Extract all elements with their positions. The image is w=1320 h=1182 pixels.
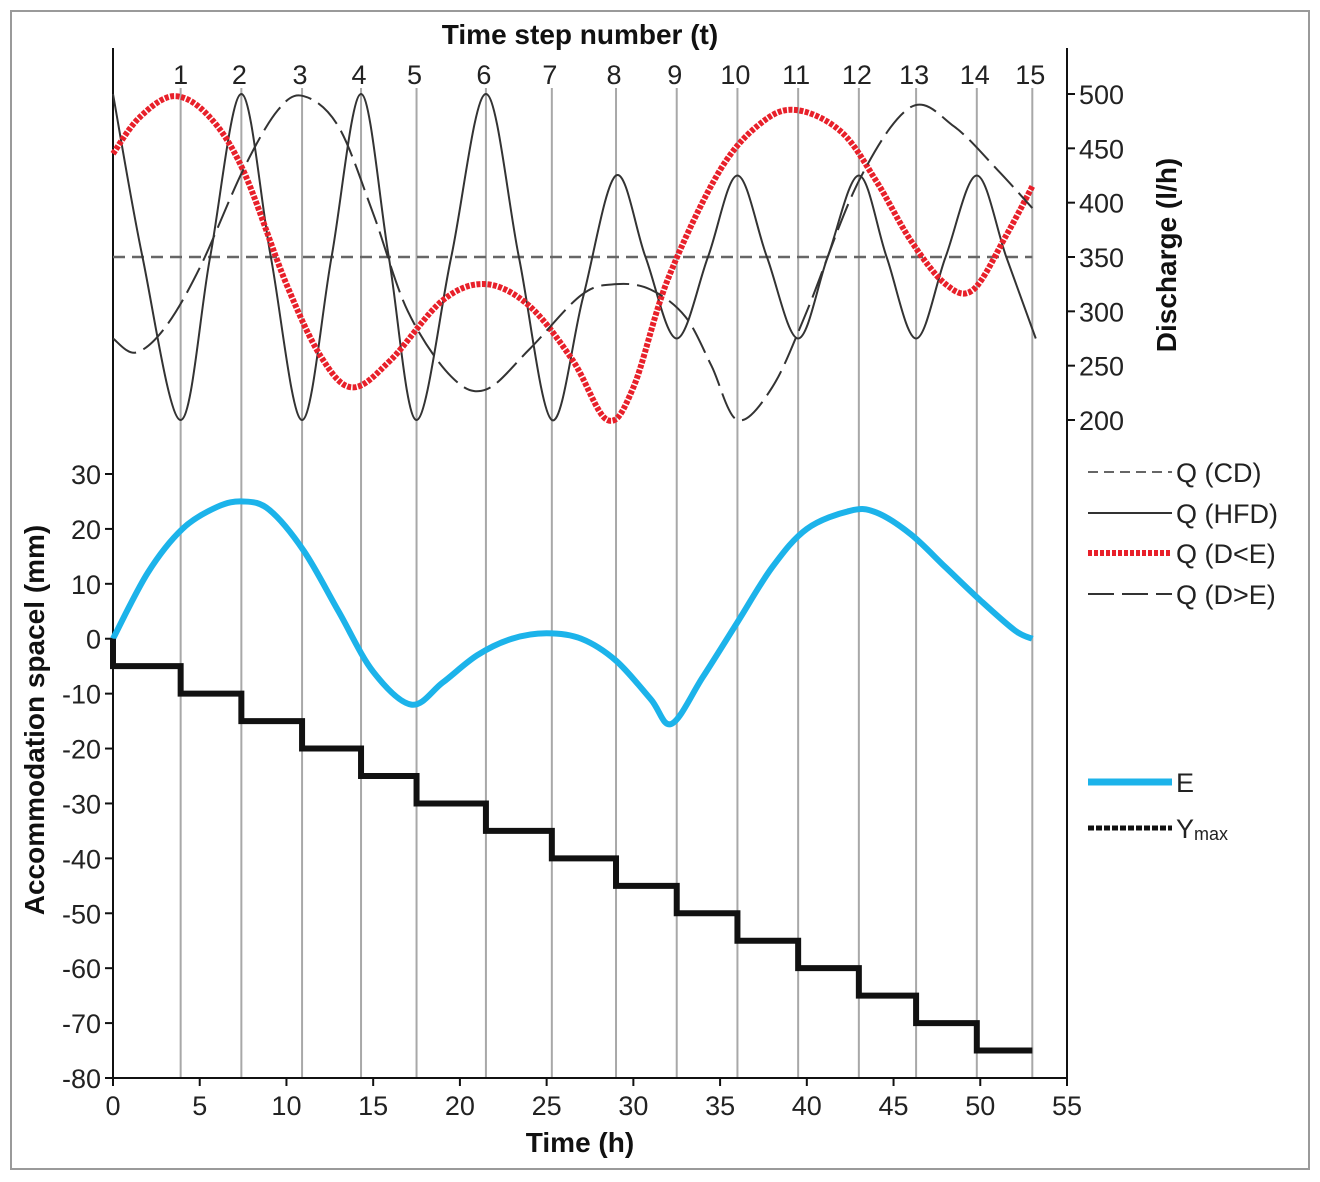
chart-frame — [10, 10, 1310, 1170]
x-tick-label: 10 — [271, 1091, 301, 1121]
y-left-tick-label: -60 — [62, 954, 101, 984]
x-tick-label: 20 — [445, 1091, 475, 1121]
series-line-3 — [112, 94, 1034, 422]
top-tick-label: 13 — [899, 60, 929, 90]
right-axis-title: Discharge (l/h) — [1151, 158, 1182, 352]
y-left-tick-label: 30 — [71, 460, 101, 490]
top-tick-label: 2 — [232, 60, 247, 90]
tick-labels: 0 5 10 15 20 25 30 35 40 45 50 553020100-10-20-30-4… — [62, 60, 1124, 1121]
top-tick-label: 8 — [607, 60, 622, 90]
y-left-tick-label: -80 — [62, 1064, 101, 1094]
x-tick-label: 0 — [105, 1091, 120, 1121]
y-left-tick-label: -50 — [62, 899, 101, 929]
top-tick-label: 7 — [542, 60, 557, 90]
y-right-tick-label: 200 — [1079, 406, 1124, 436]
series-line-4 — [110, 498, 1034, 728]
y-right-tick-label: 450 — [1079, 134, 1124, 164]
legend-label-q-d-gt-e: Q (D>E) — [1176, 580, 1276, 610]
legend-label-ymax: Ymax — [1176, 814, 1228, 844]
legend-label-q-d-lt-e: Q (D<E) — [1176, 539, 1276, 569]
y-left-tick-label: -10 — [62, 680, 101, 710]
legend-item-q-d-lt-e: Q (D<E) — [1088, 539, 1276, 569]
legend-item-q-cd: Q (CD) — [1088, 458, 1261, 488]
legend-label-q-cd: Q (CD) — [1176, 458, 1261, 488]
top-tick-label: 3 — [293, 60, 308, 90]
legend-label-ymax-main: Y — [1176, 814, 1194, 844]
y-right-tick-label: 300 — [1079, 297, 1124, 327]
top-tick-label: 6 — [476, 60, 491, 90]
y-left-tick-label: -70 — [62, 1009, 101, 1039]
x-tick-label: 35 — [705, 1091, 735, 1121]
x-tick-label: 50 — [965, 1091, 995, 1121]
x-tick-label: 15 — [358, 1091, 388, 1121]
top-tick-label: 14 — [960, 60, 990, 90]
y-right-tick-label: 400 — [1079, 189, 1124, 219]
left-axis-title: Accommodation spacel (mm) — [19, 525, 50, 916]
series-line-5 — [110, 638, 1033, 1054]
legend: Q (CD) Q (HFD) Q (D<E) Q (D>E) E Ymax — [1088, 458, 1278, 844]
top-tick-label: 15 — [1015, 60, 1045, 90]
legend-item-ymax: Ymax — [1088, 814, 1228, 844]
top-tick-label: 9 — [667, 60, 682, 90]
x-tick-label: 55 — [1052, 1091, 1082, 1121]
y-right-tick-label: 500 — [1079, 80, 1124, 110]
x-tick-label: 40 — [792, 1091, 822, 1121]
top-tick-label: 1 — [173, 60, 188, 90]
y-right-tick-label: 250 — [1079, 352, 1124, 382]
top-axis-title: Time step number (t) — [442, 19, 718, 50]
time-step-gridlines — [179, 88, 1034, 1078]
y-left-tick-label: 20 — [71, 515, 101, 545]
legend-item-e: E — [1088, 768, 1194, 798]
top-tick-label: 5 — [407, 60, 422, 90]
y-left-tick-label: -40 — [62, 844, 101, 874]
legend-label-q-hfd: Q (HFD) — [1176, 499, 1278, 529]
top-tick-label: 10 — [720, 60, 750, 90]
legend-label-ymax-sub: max — [1194, 824, 1228, 844]
x-tick-label: 25 — [532, 1091, 562, 1121]
series-line-2 — [110, 93, 1035, 424]
x-axis-title: Time (h) — [526, 1127, 634, 1158]
series-layer — [110, 93, 1037, 1054]
y-left-tick-label: -20 — [62, 735, 101, 765]
top-tick-label: 12 — [842, 60, 872, 90]
legend-item-q-hfd: Q (HFD) — [1088, 499, 1278, 529]
x-tick-label: 45 — [879, 1091, 909, 1121]
legend-item-q-d-gt-e: Q (D>E) — [1088, 580, 1276, 610]
top-tick-label: 11 — [782, 60, 810, 90]
legend-label-e: E — [1176, 768, 1194, 798]
top-tick-label: 4 — [352, 60, 367, 90]
y-left-tick-label: -30 — [62, 789, 101, 819]
y-left-tick-label: 10 — [71, 570, 101, 600]
axes — [105, 48, 1075, 1086]
y-right-tick-label: 350 — [1079, 243, 1124, 273]
x-tick-label: 30 — [618, 1091, 648, 1121]
x-tick-label: 5 — [192, 1091, 207, 1121]
y-left-tick-label: 0 — [86, 625, 101, 655]
